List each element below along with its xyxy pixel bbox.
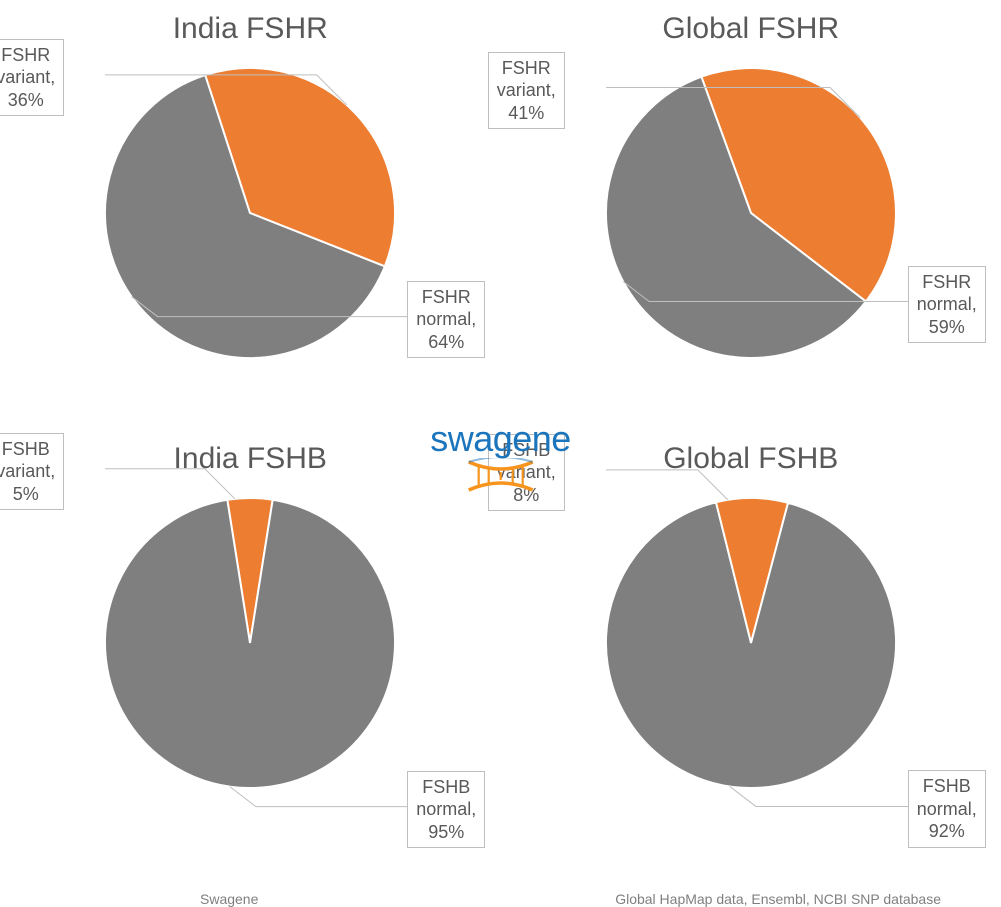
footer-left: Swagene bbox=[200, 891, 258, 907]
slice-label: FSHRvariant,41% bbox=[488, 52, 565, 130]
leader-line bbox=[730, 786, 910, 806]
pie-svg bbox=[105, 498, 395, 788]
slice-label: FSHRnormal,64% bbox=[407, 281, 485, 359]
slice-label-l1: FSHR bbox=[416, 286, 476, 309]
pie-global-fshb: FSHBvariant,8%FSHBnormal,92% bbox=[606, 498, 896, 788]
chart-title: Global FSHB bbox=[663, 442, 838, 476]
pie-svg bbox=[606, 498, 896, 788]
dna-helix-icon bbox=[460, 458, 540, 494]
slice-label-l2: normal, bbox=[416, 308, 476, 331]
slice-label-l3: 95% bbox=[416, 821, 476, 844]
pie-india-fshb: FSHBvariant,5%FSHBnormal,95% bbox=[105, 498, 395, 788]
slice-label: FSHRvariant,36% bbox=[0, 39, 64, 117]
pie-svg bbox=[105, 68, 395, 358]
slice-label: FSHBnormal,95% bbox=[407, 771, 485, 849]
slice-label-l3: 59% bbox=[917, 316, 977, 339]
slice-label-l3: 41% bbox=[497, 102, 556, 125]
slice-label-l1: FSHR bbox=[497, 57, 556, 80]
leader-line bbox=[230, 787, 409, 807]
slice-label: FSHBvariant,5% bbox=[0, 433, 64, 511]
logo: swagene bbox=[430, 418, 571, 494]
chart-title: India FSHB bbox=[174, 442, 327, 476]
footer-right: Global HapMap data, Ensembl, NCBI SNP da… bbox=[615, 891, 941, 907]
chart-title: Global FSHR bbox=[662, 12, 839, 46]
chart-title: India FSHR bbox=[173, 12, 328, 46]
pie-global-fshr: FSHRvariant,41%FSHRnormal,59% bbox=[606, 68, 896, 358]
pie-india-fshr: FSHRvariant,36%FSHRnormal,64% bbox=[105, 68, 395, 358]
panel-global-fshr: Global FSHR FSHRvariant,41%FSHRnormal,59… bbox=[501, 0, 1001, 430]
slice-label: FSHRnormal,59% bbox=[908, 266, 986, 344]
panel-india-fshr: India FSHR FSHRvariant,36%FSHRnormal,64% bbox=[0, 0, 501, 430]
slice-label-l1: FSHB bbox=[0, 438, 55, 461]
slice-label-l1: FSHB bbox=[917, 775, 977, 798]
slice-label-l3: 64% bbox=[416, 331, 476, 354]
slice-label-l2: normal, bbox=[917, 798, 977, 821]
slice-label: FSHBnormal,92% bbox=[908, 770, 986, 848]
slice-label-l3: 92% bbox=[917, 820, 977, 843]
logo-text: swagene bbox=[430, 418, 571, 460]
slice-label-l1: FSHR bbox=[917, 271, 977, 294]
slice-label-l3: 5% bbox=[0, 483, 55, 506]
slice-label-l2: normal, bbox=[416, 798, 476, 821]
slice-label-l2: variant, bbox=[0, 66, 55, 89]
slice-label-l1: FSHR bbox=[0, 44, 55, 67]
panel-global-fshb: Global FSHB FSHBvariant,8%FSHBnormal,92% bbox=[501, 430, 1001, 860]
slice-label-l3: 36% bbox=[0, 89, 55, 112]
slice-label-l1: FSHB bbox=[416, 776, 476, 799]
panel-india-fshb: India FSHB FSHBvariant,5%FSHBnormal,95% bbox=[0, 430, 501, 860]
slice-label-l2: variant, bbox=[497, 79, 556, 102]
pie-svg bbox=[606, 68, 896, 358]
slice-label-l2: normal, bbox=[917, 293, 977, 316]
slice-label-l2: variant, bbox=[0, 460, 55, 483]
